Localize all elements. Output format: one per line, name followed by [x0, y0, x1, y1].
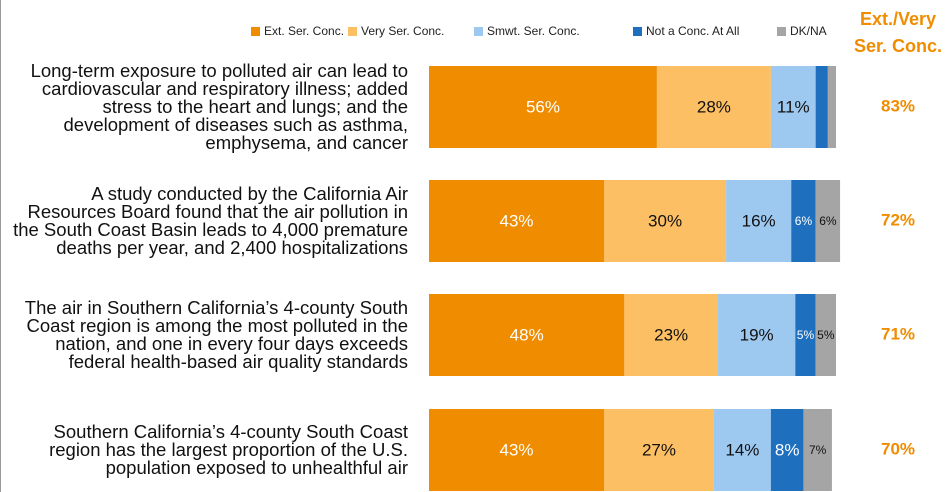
- legend-label: DK/NA: [790, 24, 827, 38]
- bar-segment: [429, 409, 605, 491]
- value-label: 30%: [648, 211, 682, 230]
- bar-segment: [803, 409, 832, 491]
- legend-swatch: [777, 27, 786, 36]
- bar-segment: [604, 180, 727, 262]
- category-text: Southern California’s 4-county South Coa…: [49, 421, 408, 478]
- value-label: 14%: [725, 440, 759, 459]
- legend-swatch: [633, 27, 642, 36]
- category-label: Southern California’s 4-county South Coa…: [11, 395, 408, 492]
- bar-segment: [726, 180, 792, 262]
- bar-segment: [795, 294, 816, 376]
- value-label: 43%: [499, 440, 533, 459]
- legend-label: Smwt. Ser. Conc.: [487, 24, 580, 38]
- value-label: 56%: [526, 97, 560, 116]
- legend-label: Very Ser. Conc.: [361, 24, 444, 38]
- value-label: 6%: [795, 214, 813, 228]
- category-label: The air in Southern California’s 4-count…: [11, 280, 408, 390]
- value-label: 19%: [740, 325, 774, 344]
- total-label: 83%: [881, 96, 915, 115]
- bar-segment: [827, 66, 836, 148]
- bar-segment: [429, 180, 605, 262]
- legend-swatch: [251, 27, 260, 36]
- bar-segment: [429, 66, 657, 148]
- value-label: 28%: [697, 97, 731, 116]
- legend-label: Not a Conc. At All: [646, 24, 739, 38]
- bar-segment: [815, 66, 828, 148]
- bar-segment: [815, 180, 841, 262]
- value-label: 16%: [742, 211, 776, 230]
- bar-segment: [770, 66, 816, 148]
- total-label: 70%: [881, 439, 915, 458]
- value-label: 8%: [775, 440, 800, 459]
- value-label: 11%: [777, 97, 810, 116]
- legend-label: Ext. Ser. Conc.: [264, 24, 344, 38]
- bar-segment: [604, 409, 714, 491]
- category-label: A study conducted by the California Air …: [11, 166, 408, 276]
- bar-segment: [624, 294, 718, 376]
- category-label: Long-term exposure to polluted air can l…: [11, 52, 408, 162]
- value-label: 5%: [817, 328, 835, 342]
- total-label: 72%: [881, 210, 915, 229]
- legend-swatch: [474, 27, 483, 36]
- value-label: 48%: [510, 325, 544, 344]
- category-text: A study conducted by the California Air …: [13, 183, 408, 258]
- value-label: 27%: [642, 440, 676, 459]
- bar-segment: [717, 294, 796, 376]
- value-label: 5%: [797, 328, 815, 342]
- value-label: 23%: [654, 325, 688, 344]
- bar-segment: [713, 409, 771, 491]
- bar-segment: [770, 409, 804, 491]
- bar-segment: [791, 180, 816, 262]
- total-label: 71%: [881, 324, 915, 343]
- value-label: 43%: [499, 211, 533, 230]
- totals-title: Ext./Very Ser. Conc.: [853, 9, 943, 56]
- bar-segment: [429, 294, 625, 376]
- legend-swatch: [348, 27, 357, 36]
- value-label: 6%: [819, 214, 837, 228]
- category-text: The air in Southern California’s 4-count…: [24, 297, 408, 372]
- category-text: Long-term exposure to polluted air can l…: [30, 60, 408, 153]
- bar-segment: [656, 66, 771, 148]
- value-label: 7%: [809, 443, 827, 457]
- bar-segment: [815, 294, 836, 376]
